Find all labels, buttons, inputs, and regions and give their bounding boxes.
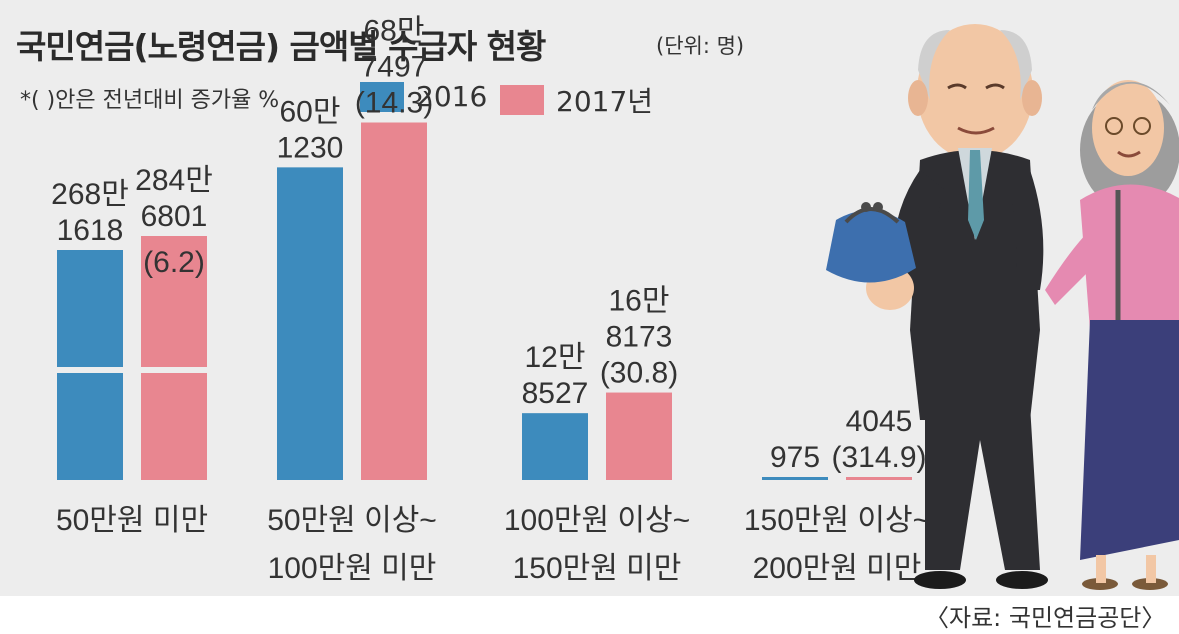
value-label-2016-group-3: 12만 bbox=[525, 341, 586, 374]
value-label-2016-group-1: 268만 bbox=[51, 178, 129, 211]
value-label-2016-group-2: 60만 bbox=[280, 95, 341, 128]
legend-label-2016: 2016 bbox=[416, 80, 488, 113]
value-label-2017-group-2: 68만 bbox=[364, 15, 425, 48]
category-label-3: 100만원 이상~ bbox=[504, 504, 690, 537]
value-label-2016-group-1: 1618 bbox=[57, 214, 124, 247]
axis-break-2016 bbox=[56, 367, 124, 373]
value-label-2016-group-3: 8527 bbox=[522, 377, 589, 410]
legend-item-2017: 2017년 bbox=[500, 80, 653, 120]
bar-2016-group-2 bbox=[277, 167, 343, 480]
category-label-4: 200만원 미만 bbox=[753, 552, 922, 585]
growth-note: *( )안은 전년대비 증가율 % bbox=[20, 88, 280, 113]
bar-2017-group-4 bbox=[846, 477, 912, 480]
legend-swatch-2016 bbox=[360, 81, 404, 112]
unit-label: (단위: 명) bbox=[656, 34, 745, 58]
value-label-2017-group-3: (30.8) bbox=[600, 357, 678, 390]
coin-purse-icon bbox=[826, 202, 916, 283]
bar-2016-group-1 bbox=[57, 250, 123, 480]
grandmother-figure bbox=[1045, 80, 1179, 590]
category-label-1: 50만원 미만 bbox=[56, 504, 208, 537]
axis-break-2017 bbox=[140, 367, 208, 373]
legend-label-2017: 2017년 bbox=[556, 85, 654, 118]
value-label-2017-group-4: 4045 bbox=[846, 405, 913, 438]
category-label-4: 150만원 이상~ bbox=[744, 504, 930, 537]
value-label-2016-group-2: 1230 bbox=[277, 131, 344, 164]
legend-swatch-2017 bbox=[500, 85, 544, 115]
value-label-2017-group-1: 284만 bbox=[135, 164, 213, 197]
growth-label-group-1: (6.2) bbox=[143, 246, 205, 279]
value-label-2016-group-4: 975 bbox=[770, 441, 820, 474]
bar-2016-group-4 bbox=[762, 477, 828, 480]
legend-item-2016: 2016 bbox=[360, 80, 487, 113]
category-label-2: 100만원 미만 bbox=[268, 552, 437, 585]
value-label-2017-group-2: (14.3) bbox=[355, 87, 433, 120]
bar-2016-group-3 bbox=[522, 413, 588, 480]
value-label-2017-group-3: 8173 bbox=[606, 321, 673, 354]
value-label-2017-group-1: 6801 bbox=[141, 200, 208, 233]
source-note: 〈자료: 국민연금공단〉 bbox=[925, 604, 1166, 632]
bar-2017-group-1 bbox=[141, 236, 207, 480]
elderly-couple-with-purse-illustration bbox=[826, 24, 1179, 590]
value-label-2017-group-2: 7497 bbox=[361, 51, 428, 84]
value-label-2017-group-4: (314.9) bbox=[831, 441, 926, 474]
grandfather-figure bbox=[866, 24, 1048, 589]
value-label-2017-group-3: 16만 bbox=[609, 285, 670, 318]
category-label-3: 150만원 미만 bbox=[513, 552, 682, 585]
bar-2017-group-3 bbox=[606, 392, 672, 480]
chart-title: 국민연금(노령연금) 금액별 수급자 현황 bbox=[16, 27, 546, 66]
bar-2017-group-2 bbox=[361, 122, 427, 480]
category-label-2: 50만원 이상~ bbox=[267, 504, 437, 537]
